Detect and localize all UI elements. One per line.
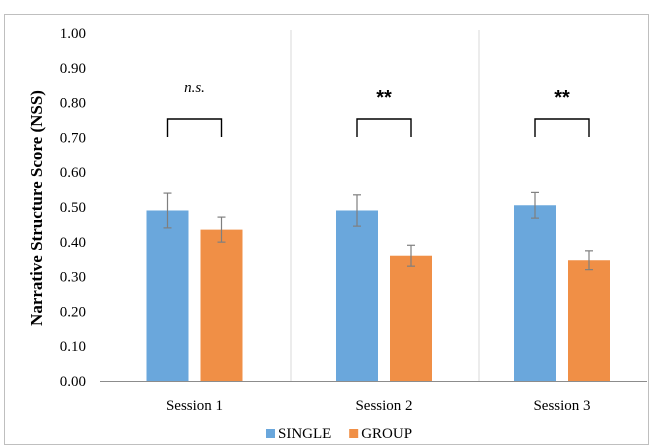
legend-label: SINGLE (278, 426, 331, 442)
bar-group (200, 229, 243, 381)
y-tick-label: 0.90 (60, 61, 86, 77)
error-bar (163, 192, 172, 229)
significance-bracket (534, 118, 590, 137)
significance-label: ** (376, 87, 392, 109)
legend-item-single: SINGLE (266, 426, 331, 442)
y-tick-label: 0.60 (60, 165, 86, 181)
x-tick-label: Session 3 (533, 398, 590, 414)
y-tick-label: 0.00 (60, 374, 86, 390)
x-tick-label: Session 1 (166, 398, 223, 414)
bar-group (390, 255, 432, 381)
legend: SINGLE GROUP (266, 426, 412, 442)
y-tick-label: 0.20 (60, 304, 86, 320)
y-tick-label: 0.80 (60, 96, 86, 112)
error-bar (217, 216, 226, 243)
error-bar (407, 244, 415, 267)
bar-group-1: n.s. Session 1 (146, 80, 243, 414)
x-tick-label: Session 2 (355, 398, 412, 414)
y-tick-label: 0.10 (60, 339, 86, 355)
significance-bracket (356, 118, 412, 137)
bar-single (146, 210, 189, 381)
legend-swatch (349, 429, 359, 438)
error-bar (531, 191, 539, 219)
y-tick-label: 0.40 (60, 235, 86, 251)
significance-label: n.s. (184, 80, 205, 96)
plot-area: 0.00 0.10 0.20 0.30 0.40 0.50 0.60 0.70 0.80 0.90… (60, 26, 647, 414)
bar-single (514, 205, 556, 381)
legend-label: GROUP (361, 426, 412, 442)
significance-label: ** (554, 87, 570, 109)
y-tick-label: 0.30 (60, 270, 86, 286)
bar-group-3: ** Session 3 (514, 87, 610, 414)
y-tick-label: 0.70 (60, 130, 86, 146)
error-bar (353, 194, 361, 227)
bar-single (336, 210, 378, 381)
legend-item-group: GROUP (349, 426, 412, 442)
legend-swatch (266, 429, 275, 438)
y-tick-label: 1.00 (60, 26, 86, 42)
significance-bracket (166, 118, 223, 137)
bar-group (568, 260, 610, 381)
y-tick-label: 0.50 (60, 200, 86, 216)
bar-group-2: ** Session 2 (336, 87, 432, 414)
error-bar (585, 250, 593, 271)
y-axis-label: Narrative Structure Score (NSS) (27, 90, 46, 326)
